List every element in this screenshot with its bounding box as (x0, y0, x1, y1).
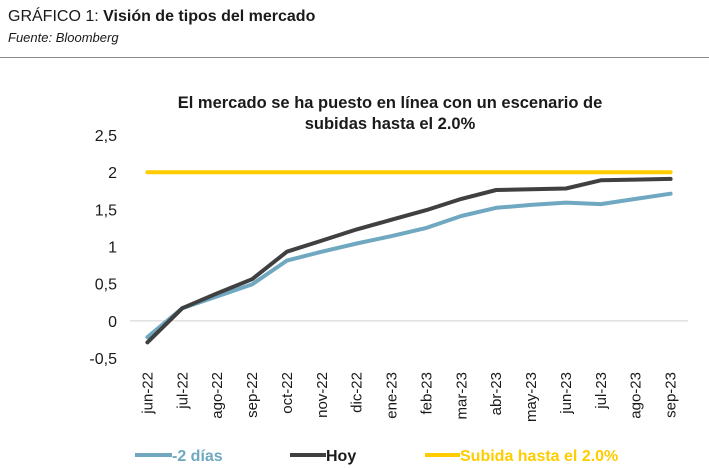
y-tick-label: 0,5 (95, 277, 117, 294)
y-tick-label: 1,5 (95, 202, 117, 219)
legend-label: -2 días (172, 448, 223, 465)
y-axis: -0,5 0 0,5 1 1,5 2 2,5 (89, 128, 117, 368)
legend-label: Subida hasta el 2.0% (460, 448, 618, 465)
x-tick-label: sep-23 (663, 372, 680, 418)
series-line-1 (145, 176, 673, 345)
legend-label: Hoy (326, 448, 356, 465)
x-tick-label: may-23 (523, 372, 540, 422)
chart-title-line-2: subidas hasta el 2.0% (305, 115, 476, 133)
figure-label: GRÁFICO 1: (8, 8, 99, 25)
x-tick-label: oct-22 (279, 372, 296, 414)
series-lines (145, 170, 673, 345)
y-tick-label: 2 (108, 165, 117, 182)
x-tick-label: jul-23 (593, 372, 610, 410)
x-tick-label: ene-23 (384, 372, 401, 419)
legend: -2 días Hoy Subida hasta el 2.0% (135, 448, 618, 465)
figure-source: Fuente: Bloomberg (8, 30, 119, 45)
header-divider (0, 57, 709, 58)
figure-title: GRÁFICO 1: Visión de tipos del mercado (8, 8, 315, 26)
x-tick-label: jun-22 (139, 372, 156, 415)
y-tick-label: 1 (108, 240, 117, 257)
x-axis: jun-22 jul-22 ago-22 sep-22 oct-22 nov-22 dic-… (130, 320, 688, 422)
y-tick-label: 2,5 (95, 128, 117, 145)
chart-title-line-1: El mercado se ha puesto en línea con un … (178, 94, 603, 112)
y-tick-label: -0,5 (89, 351, 117, 368)
figure-header: GRÁFICO 1: Visión de tipos del mercado F… (8, 8, 315, 45)
y-tick-label: 0 (108, 314, 117, 331)
series-line-0 (145, 191, 673, 340)
x-tick-label: abr-23 (488, 372, 505, 415)
x-tick-label: jun-23 (558, 372, 575, 415)
x-tick-label: feb-23 (418, 372, 435, 415)
x-tick-label: ago-23 (628, 372, 645, 419)
figure-title-text: Visión de tipos del mercado (103, 8, 316, 25)
x-tick-label: nov-22 (314, 372, 331, 418)
x-tick-label: ago-22 (209, 372, 226, 419)
x-tick-label: dic-22 (349, 372, 366, 413)
x-tick-label: mar-23 (453, 372, 470, 420)
x-tick-label: jul-22 (174, 372, 191, 410)
x-tick-label: sep-22 (244, 372, 261, 418)
